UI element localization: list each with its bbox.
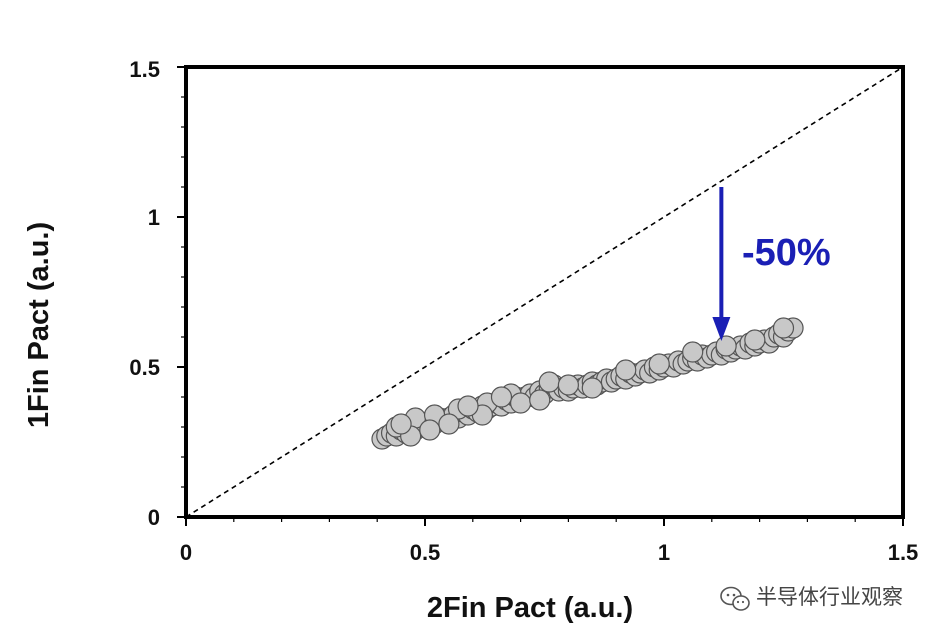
data-point [529, 389, 551, 411]
data-point [557, 374, 580, 396]
x-tick-label: 1 [658, 540, 670, 565]
data-point [438, 413, 460, 435]
data-point [457, 395, 479, 417]
data-point [772, 317, 795, 339]
data-point [648, 353, 670, 375]
y-tick-label: 0.5 [129, 355, 160, 380]
data-point [581, 377, 603, 399]
y-axis-title: 1Fin Pact (a.u.) [23, 222, 55, 428]
x-tick-label: 0.5 [410, 540, 441, 565]
x-tick-label: 1.5 [888, 540, 919, 565]
reference-line [185, 66, 904, 518]
tick-marks [177, 66, 904, 526]
arrow-head-icon [712, 317, 731, 341]
data-point [419, 419, 441, 441]
data-point [744, 329, 766, 351]
x-tick-label: 0 [180, 540, 192, 565]
data-point [509, 392, 532, 414]
watermark: 半导体行业观察 [720, 585, 903, 611]
annotation-label: -50% [742, 232, 831, 274]
scatter-points [371, 317, 804, 450]
data-point [715, 335, 737, 357]
y-tick-label: 1.5 [129, 57, 160, 82]
data-point [615, 359, 637, 381]
watermark-text: 半导体行业观察 [756, 585, 903, 609]
y-tick-label: 0 [148, 505, 160, 530]
data-point [538, 371, 560, 393]
data-point [390, 413, 412, 435]
y-tick-label: 1 [148, 205, 160, 230]
x-axis-title: 2Fin Pact (a.u.) [427, 592, 633, 624]
data-point [490, 386, 513, 408]
data-point [682, 341, 704, 363]
wechat-logo-icon [720, 586, 750, 611]
